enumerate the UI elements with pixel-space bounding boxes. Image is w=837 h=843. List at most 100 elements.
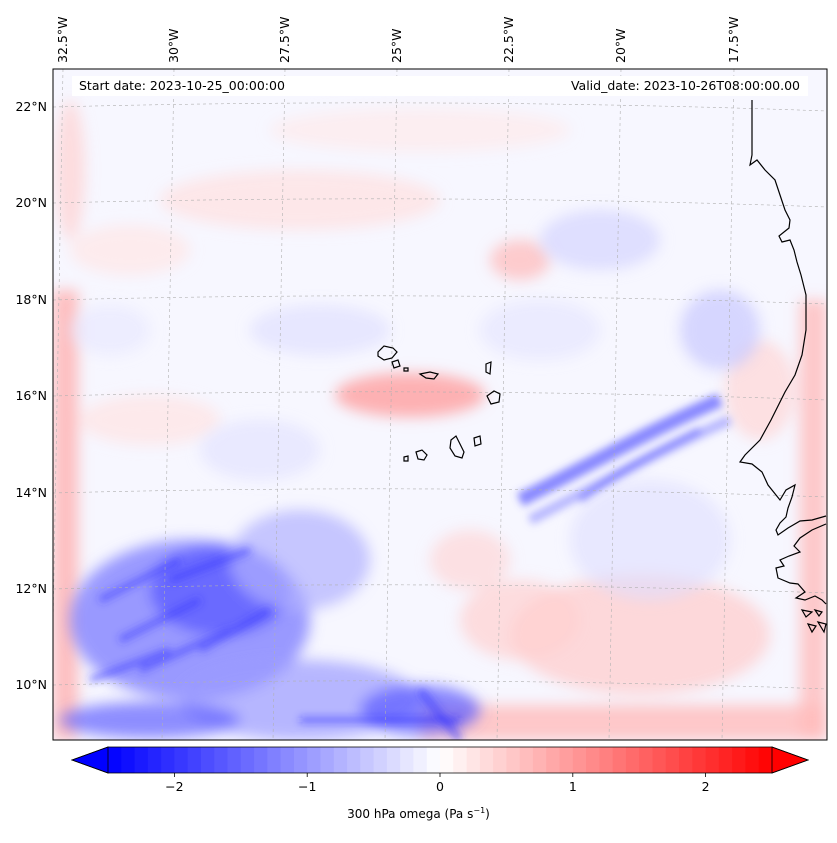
colorbar-segment [559, 747, 574, 773]
colorbar-segment [652, 747, 667, 773]
lon-tick-label: 27.5°W [277, 17, 292, 63]
colorbar-segment [718, 747, 733, 773]
start-date-label: Start date: 2023-10-25_00:00:00 [79, 78, 285, 93]
colorbar-segment [320, 747, 335, 773]
colorbar-tick-label: 0 [436, 779, 444, 794]
colorbar-segment [572, 747, 587, 773]
lat-tick-label: 22°N [15, 99, 47, 114]
cape-verde-santiago [449, 435, 465, 459]
parallel-line [53, 488, 827, 498]
colorbar-segment [400, 747, 415, 773]
meridian-line [721, 69, 735, 740]
colorbar-title: 300 hPa omega (Pa s−1) [347, 806, 490, 821]
lon-tick-label: 22.5°W [501, 17, 516, 63]
lon-tick-label: 32.5°W [55, 17, 70, 63]
colorbar-segment [227, 747, 242, 773]
colorbar-segment [360, 747, 375, 773]
colorbar-segment [121, 747, 136, 773]
colorbar-segment [440, 747, 454, 773]
map-frame [52, 68, 828, 741]
colorbar-segment [732, 747, 747, 773]
lat-tick-label: 16°N [15, 388, 47, 403]
colorbar-segment [546, 747, 561, 773]
cape-verde-santo-antao [377, 345, 398, 361]
omega-red-areas [53, 100, 827, 740]
graticule [53, 69, 827, 740]
colorbar-segment [453, 747, 468, 773]
colorbar-segment [532, 747, 547, 773]
header-bar [72, 76, 808, 96]
colorbar-segment [373, 747, 388, 773]
lat-tick-label: 18°N [15, 292, 47, 307]
cape-verde-boa-vista [486, 390, 501, 405]
colorbar-extend-high [771, 746, 810, 774]
colorbar-segment [705, 747, 720, 773]
colorbar-segment [426, 747, 441, 773]
colorbar-segment [758, 747, 773, 773]
colorbar-segment [493, 747, 507, 773]
parallel-line [53, 295, 827, 305]
meridian-line [384, 69, 398, 740]
omega-field [53, 69, 827, 740]
lat-tick-label: 12°N [15, 581, 47, 596]
parallel-line [53, 102, 827, 112]
meridian-line [272, 69, 286, 740]
colorbar-segment [280, 747, 295, 773]
colorbar-segment [293, 747, 308, 773]
bijagos-islands [800, 608, 827, 634]
colorbar-tick-label: −1 [298, 779, 316, 794]
colorbar-segment [161, 747, 175, 773]
colorbar-outline [70, 746, 810, 774]
colorbar-segment [519, 747, 534, 773]
colorbar-segment [307, 747, 322, 773]
cape-verde-sao-nicolau [418, 371, 440, 380]
cape-verde-santa-luzia [403, 367, 409, 372]
colorbar-segment [466, 747, 481, 773]
colorbar-segment [692, 747, 707, 773]
parallel-line [53, 198, 827, 208]
lon-tick-label: 25°W [389, 28, 404, 63]
colorbar-segment [200, 747, 215, 773]
colorbar-segment [134, 747, 149, 773]
cape-verde-maio [473, 435, 482, 447]
colorbar-segment [665, 747, 680, 773]
colorbar-segment [679, 747, 693, 773]
colorbar-segment [612, 747, 627, 773]
colorbar-tick-label: −2 [165, 779, 183, 794]
parallel-line [53, 391, 827, 401]
omega-blue-streaks [88, 546, 464, 740]
colorbar-segment [240, 747, 255, 773]
colorbar-segment [108, 747, 122, 773]
colorbar-segment [413, 747, 428, 773]
cape-verde-sal [485, 361, 492, 375]
longitude-labels: 32.5°W 30°W 27.5°W 25°W 22.5°W 20°W 17.5°W [55, 17, 741, 63]
colorbar-extend-low [70, 746, 109, 774]
latitude-labels: 22°N 20°N 18°N 16°N 14°N 12°N 10°N [15, 99, 47, 692]
colorbar-segment [347, 747, 361, 773]
lon-tick-label: 17.5°W [726, 17, 741, 63]
lat-tick-label: 14°N [15, 485, 47, 500]
colorbar-segment [187, 747, 202, 773]
colorbar-segment [254, 747, 268, 773]
colorbar-segment [479, 747, 494, 773]
omega-blue-band [516, 393, 732, 525]
colorbar-segment [174, 747, 189, 773]
colorbar-segment [625, 747, 640, 773]
colorbar: −2 −1 0 1 2 [70, 746, 810, 794]
meridian-line [161, 69, 175, 740]
lon-tick-label: 30°W [166, 28, 181, 63]
colorbar-segment [267, 747, 282, 773]
cape-verde-fogo [415, 449, 428, 461]
cape-verde-sao-vicente [391, 359, 401, 369]
colorbar-segment [639, 747, 654, 773]
parallel-line [53, 680, 827, 690]
lat-tick-label: 10°N [15, 677, 47, 692]
colorbar-segment [599, 747, 614, 773]
lon-tick-label: 20°W [613, 28, 628, 63]
africa-coast [738, 100, 827, 536]
africa-coast-south [775, 523, 827, 605]
colorbar-segment [214, 747, 229, 773]
lat-tick-label: 20°N [15, 195, 47, 210]
